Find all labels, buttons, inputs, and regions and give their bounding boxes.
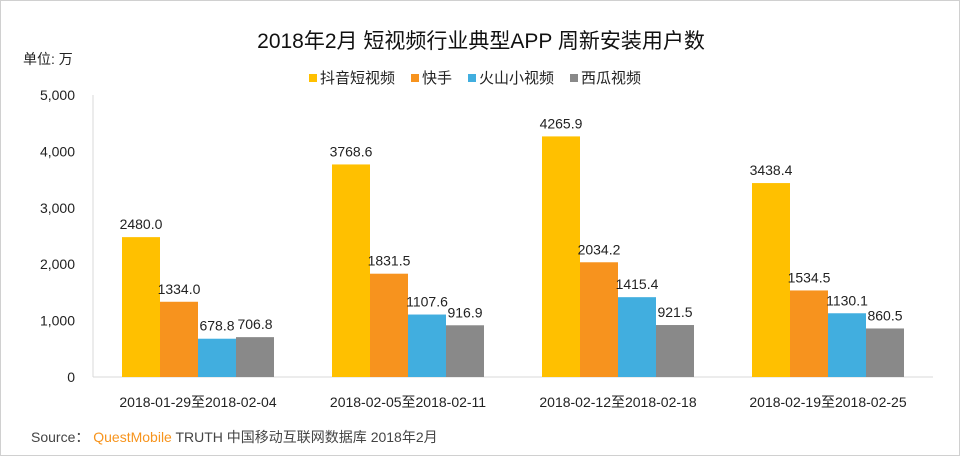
data-label: 2034.2 <box>578 241 621 257</box>
data-label: 2480.0 <box>120 216 163 232</box>
y-tick-label: 0 <box>67 369 75 385</box>
bar <box>542 136 580 377</box>
bar <box>446 325 484 377</box>
legend-item: 西瓜视频 <box>570 67 641 88</box>
data-label: 921.5 <box>657 304 692 320</box>
data-label: 678.8 <box>199 318 234 334</box>
data-label: 1334.0 <box>158 281 201 297</box>
x-tick-label: 2018-02-05至2018-02-11 <box>330 394 486 410</box>
data-label: 3438.4 <box>750 162 793 178</box>
y-tick-label: 2,000 <box>40 256 75 272</box>
bar <box>752 183 790 377</box>
bar <box>618 297 656 377</box>
data-label: 1534.5 <box>788 269 831 285</box>
bar <box>790 290 828 377</box>
source-prefix: Source： <box>31 429 90 445</box>
legend-item: 快手 <box>411 67 452 88</box>
y-tick-label: 3,000 <box>40 200 75 216</box>
data-label: 860.5 <box>867 307 902 323</box>
data-label: 1107.6 <box>406 294 448 310</box>
data-label: 1831.5 <box>368 253 411 269</box>
legend-label: 快手 <box>422 70 453 87</box>
y-tick-label: 4,000 <box>40 143 75 159</box>
data-label: 1130.1 <box>826 292 868 308</box>
legend-swatch <box>468 73 477 82</box>
bar <box>198 338 236 377</box>
bar <box>236 337 274 377</box>
source-note: Source： QuestMobile TRUTH 中国移动互联网数据库 201… <box>31 427 438 447</box>
data-label: 706.8 <box>237 316 272 332</box>
data-label: 3768.6 <box>330 143 373 159</box>
legend-item: 火山小视频 <box>468 67 554 88</box>
bar <box>866 328 904 377</box>
unit-label: 单位: 万 <box>23 51 73 67</box>
bar <box>332 164 370 377</box>
bar <box>122 237 160 377</box>
data-label: 916.9 <box>447 304 482 320</box>
y-tick-label: 5,000 <box>40 87 75 103</box>
legend-label: 抖音短视频 <box>320 70 396 87</box>
legend-swatch <box>411 73 420 82</box>
bar <box>580 262 618 377</box>
legend-item: 抖音短视频 <box>309 67 395 88</box>
bar <box>828 313 866 377</box>
questmobile-brand: QuestMobile <box>93 429 172 445</box>
source-rest: TRUTH 中国移动互联网数据库 2018年2月 <box>171 429 438 445</box>
x-tick-label: 2018-01-29至2018-02-04 <box>119 394 276 410</box>
bar <box>160 301 198 377</box>
legend-swatch <box>570 73 579 82</box>
x-tick-label: 2018-02-19至2018-02-25 <box>749 394 906 410</box>
legend-swatch <box>309 73 317 82</box>
x-tick-label: 2018-02-12至2018-02-18 <box>539 394 696 410</box>
legend-label: 火山小视频 <box>479 70 555 87</box>
data-label: 1415.4 <box>616 276 659 292</box>
legend-label: 西瓜视频 <box>581 70 642 87</box>
chart-title: 2018年2月 短视频行业典型APP 周新安装用户数 <box>257 30 705 53</box>
bar <box>656 325 694 377</box>
legend: 抖音短视频 快手 火山小视频 西瓜视频 <box>309 67 641 88</box>
bar <box>408 314 446 377</box>
y-tick-label: 1,000 <box>40 313 75 329</box>
data-label: 4265.9 <box>540 115 583 131</box>
bar <box>370 273 408 377</box>
